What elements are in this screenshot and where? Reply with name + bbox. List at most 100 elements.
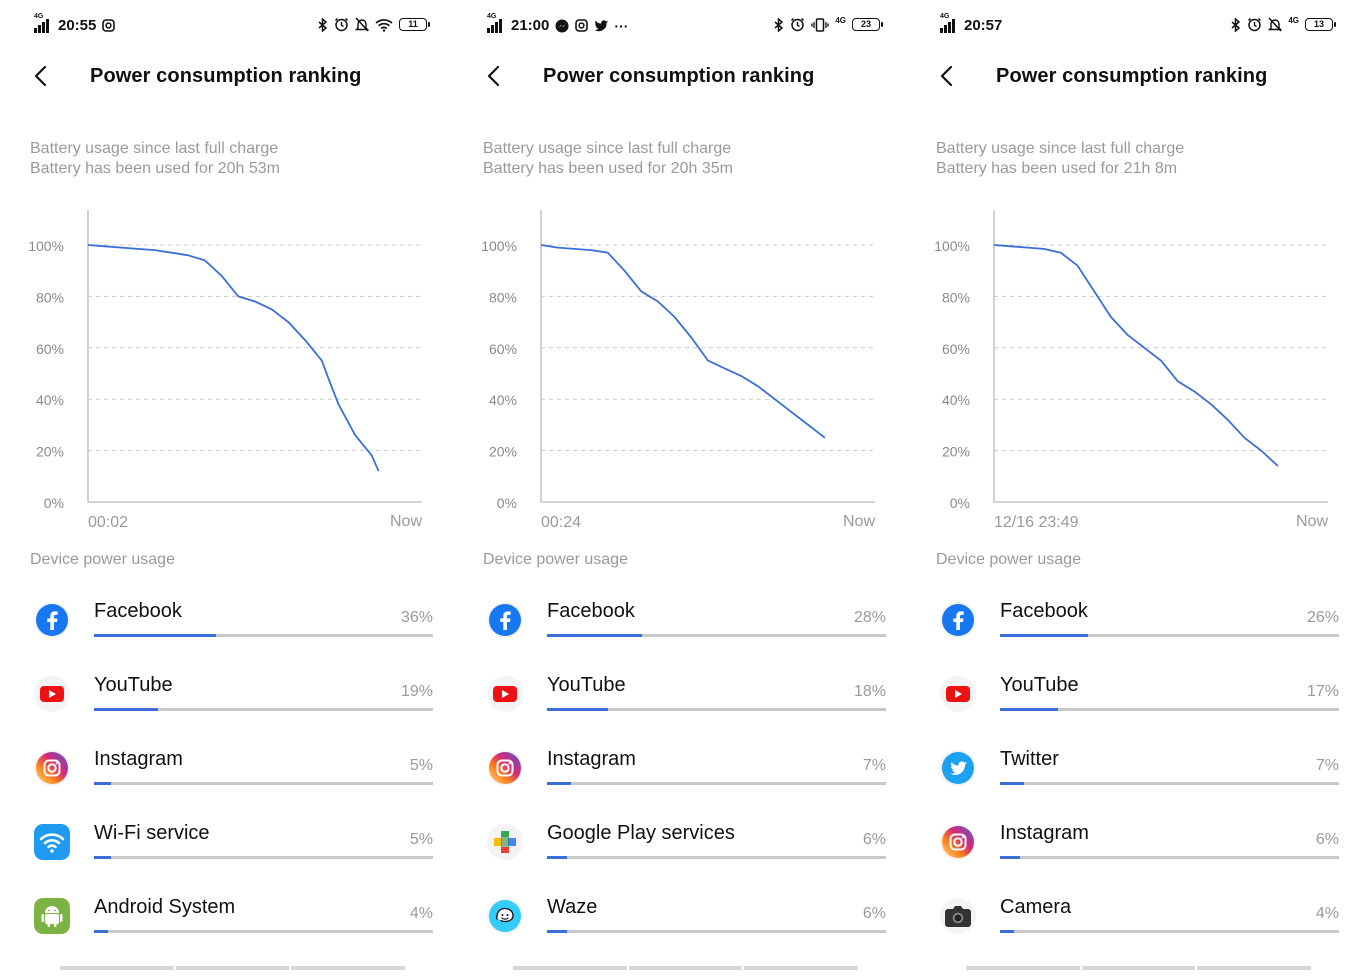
app-row[interactable]: YouTube 18% [453,664,906,738]
app-percentage: 6% [862,905,886,922]
y-tick-label: 40% [36,392,64,408]
y-tick-label: 20% [489,444,517,460]
wifi-icon [375,18,393,32]
google-play-services-icon [487,824,523,860]
status-bar: 4G 21:00 ··· 4G 23 [453,0,906,54]
y-tick-label: 0% [497,495,517,511]
usage-bar [1000,782,1339,785]
back-arrow-icon[interactable] [936,64,960,88]
wifi-icon [34,824,70,860]
x-end-label: Now [1296,513,1328,530]
back-arrow-icon[interactable] [30,64,54,88]
usage-bar-fill [94,856,111,859]
facebook-icon [940,602,976,638]
app-row[interactable]: Waze 6% [453,886,906,960]
instagram-icon [487,750,523,786]
facebook-icon [34,602,70,638]
usage-bar [1000,708,1339,711]
instagram-icon [102,19,116,32]
bottom-indicator [966,966,1312,970]
usage-summary: Battery usage since last full charge Bat… [936,139,1184,179]
battery-level: 13 [1313,19,1324,29]
battery-level: 23 [860,19,871,29]
vibrate-icon [811,17,829,32]
instagram-icon [575,19,589,32]
app-row[interactable]: YouTube 17% [906,664,1359,738]
x-start-label: 00:02 [88,514,128,531]
app-row[interactable]: Camera 4% [906,886,1359,960]
usage-bar [94,634,433,637]
app-name: Instagram [94,748,183,770]
usage-bar-fill [94,782,111,785]
instagram-icon [34,750,70,786]
y-tick-label: 80% [489,289,517,305]
bottom-indicator [513,966,859,970]
usage-bar [94,708,433,711]
bluetooth-icon [1231,17,1241,32]
4g-icon: 4G [1288,16,1299,25]
app-row[interactable]: YouTube 19% [0,664,453,738]
usage-bar [547,634,886,637]
y-tick-label: 100% [481,238,517,254]
usage-bar [1000,930,1339,933]
usage-bar [547,708,886,711]
app-percentage: 5% [409,831,433,848]
app-row[interactable]: Facebook 36% [0,590,453,664]
app-name: Facebook [547,600,635,622]
app-row[interactable]: Instagram 6% [906,812,1359,886]
header: Power consumption ranking [453,54,906,104]
x-start-label: 00:24 [541,514,581,531]
chart-axes [540,210,875,503]
page-title: Power consumption ranking [543,65,815,87]
phone-screen-2: 4G 21:00 ··· 4G 23 Power consumption ran… [453,0,906,980]
y-tick-label: 40% [489,392,517,408]
section-label: Device power usage [30,551,175,568]
usage-bar-fill [547,782,571,785]
app-percentage: 17% [1306,683,1339,700]
app-name: Facebook [1000,600,1088,622]
battery-level-line [87,244,380,472]
bluetooth-icon [318,17,328,32]
app-row[interactable]: Twitter 7% [906,738,1359,812]
y-tick-label: 60% [36,341,64,357]
app-name: Google Play services [547,822,735,844]
usage-summary-line2: Battery has been used for 20h 53m [30,160,280,177]
app-row[interactable]: Instagram 5% [0,738,453,812]
battery-level-line [540,244,826,439]
signal-icon: 4G [940,13,958,33]
usage-bar [94,782,433,785]
twitter-icon [594,19,609,32]
battery-icon: 11 [399,18,430,31]
app-row[interactable]: Google Play services 6% [453,812,906,886]
y-tick-label: 60% [942,341,970,357]
app-name: Twitter [1000,748,1059,770]
app-row[interactable]: Wi-Fi service 5% [0,812,453,886]
battery-chart: 100% 80% 60% 40% 20% 0% 00:24 Now [481,210,875,531]
app-row[interactable]: Facebook 26% [906,590,1359,664]
app-name: Instagram [547,748,636,770]
status-bar: 4G 20:57 4G 13 [906,0,1359,54]
battery-icon: 23 [852,18,883,31]
phone-screen-3: 4G 20:57 4G 13 Power consumption ranking… [906,0,1359,980]
usage-bar-fill [1000,782,1024,785]
back-arrow-icon[interactable] [483,64,507,88]
usage-bar-fill [94,930,108,933]
usage-summary-line2: Battery has been used for 20h 35m [483,160,733,177]
usage-bar-fill [547,708,609,711]
y-tick-label: 20% [36,444,64,460]
android-icon [34,898,70,934]
usage-bar [94,930,433,933]
app-row[interactable]: Facebook 28% [453,590,906,664]
alarm-icon [334,17,349,32]
app-row[interactable]: Android System 4% [0,886,453,960]
usage-bar-fill [547,930,568,933]
battery-level: 11 [408,19,418,29]
app-row[interactable]: Instagram 7% [453,738,906,812]
section-label: Device power usage [483,551,628,568]
app-name: Facebook [94,600,182,622]
usage-summary-line2: Battery has been used for 21h 8m [936,160,1178,177]
bluetooth-icon [774,17,784,32]
app-percentage: 4% [1315,905,1339,922]
4g-icon: 4G [835,16,846,25]
youtube-icon [487,676,523,712]
